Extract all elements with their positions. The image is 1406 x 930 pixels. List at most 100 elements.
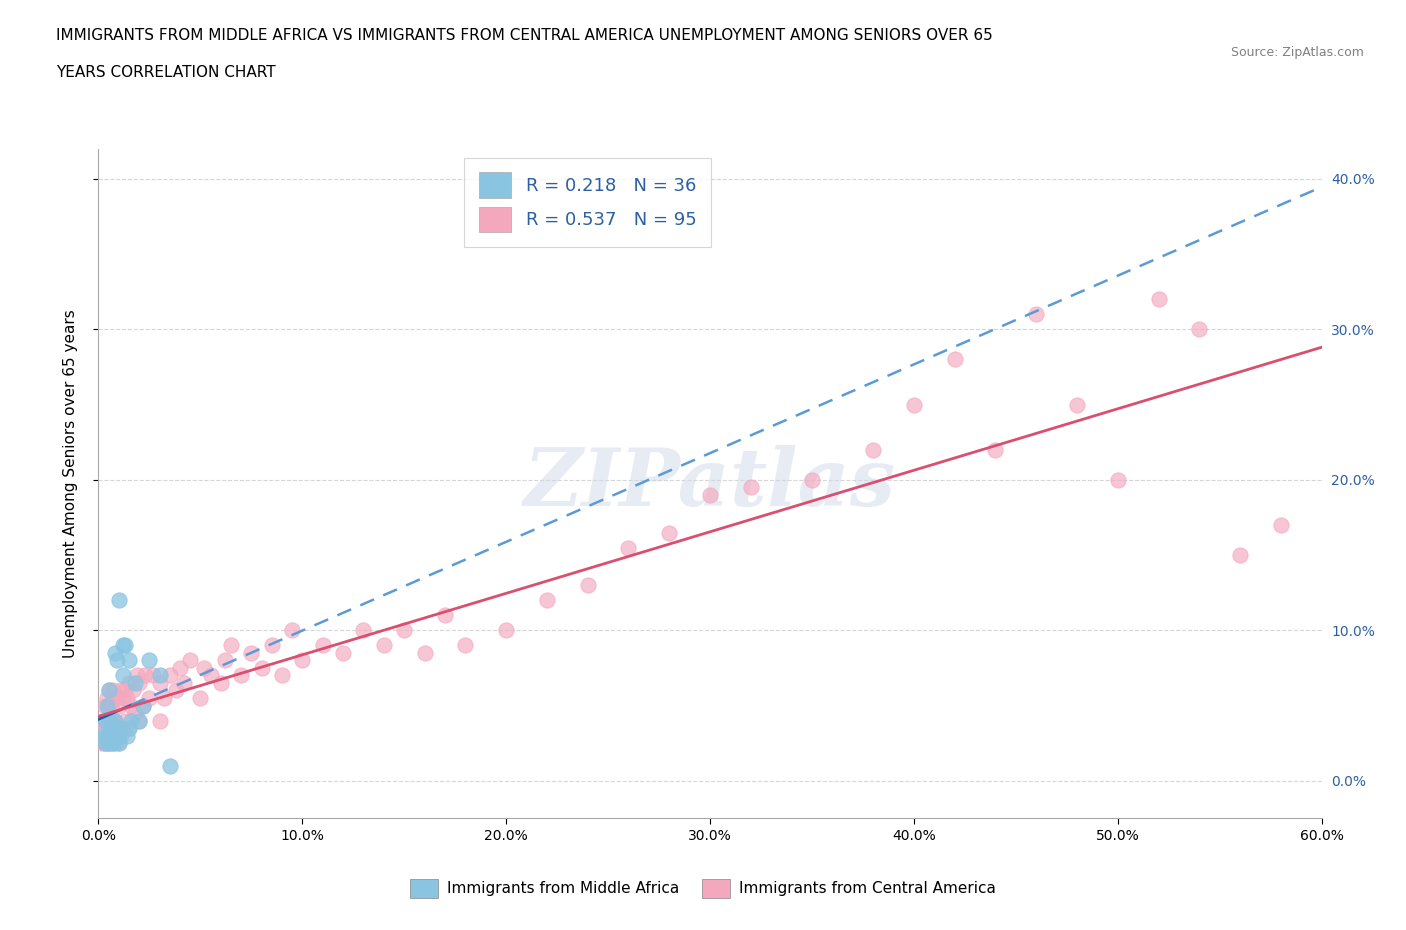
Point xyxy=(312,638,335,653)
Point xyxy=(138,691,160,706)
Point xyxy=(96,698,118,713)
Point xyxy=(149,713,172,728)
Point xyxy=(128,675,150,690)
Point xyxy=(114,713,136,728)
Point xyxy=(97,713,120,728)
Text: IMMIGRANTS FROM MIDDLE AFRICA VS IMMIGRANTS FROM CENTRAL AMERICA UNEMPLOYMENT AM: IMMIGRANTS FROM MIDDLE AFRICA VS IMMIGRA… xyxy=(56,28,993,43)
Point xyxy=(260,638,283,653)
Point xyxy=(108,721,131,736)
Point xyxy=(114,683,136,698)
Point xyxy=(903,397,925,412)
Point xyxy=(118,653,141,668)
Point xyxy=(108,728,131,743)
Point xyxy=(108,698,131,713)
Legend: Immigrants from Middle Africa, Immigrants from Central America: Immigrants from Middle Africa, Immigrant… xyxy=(404,873,1002,904)
Point xyxy=(536,592,558,607)
Point xyxy=(209,675,232,690)
Point xyxy=(97,728,120,743)
Point xyxy=(152,691,174,706)
Point xyxy=(110,683,132,698)
Point xyxy=(101,736,124,751)
Point xyxy=(270,668,294,683)
Point xyxy=(658,525,681,540)
Point xyxy=(159,668,181,683)
Point xyxy=(173,675,195,690)
Point xyxy=(111,668,134,683)
Point xyxy=(142,668,165,683)
Point xyxy=(214,653,236,668)
Point xyxy=(179,653,201,668)
Point xyxy=(138,653,160,668)
Point xyxy=(97,728,120,743)
Point xyxy=(281,623,304,638)
Point xyxy=(100,698,122,713)
Point xyxy=(97,713,120,728)
Point xyxy=(984,443,1007,458)
Point xyxy=(96,691,118,706)
Point xyxy=(108,592,131,607)
Point xyxy=(240,645,263,660)
Point xyxy=(434,608,457,623)
Point xyxy=(91,713,114,728)
Point xyxy=(132,698,155,713)
Point xyxy=(101,728,124,743)
Point xyxy=(91,736,114,751)
Point xyxy=(120,698,142,713)
Point xyxy=(124,675,146,690)
Point xyxy=(104,713,127,728)
Point xyxy=(699,487,721,502)
Point xyxy=(114,638,136,653)
Point xyxy=(118,721,141,736)
Point xyxy=(104,736,127,751)
Point xyxy=(96,728,118,743)
Point xyxy=(291,653,314,668)
Point xyxy=(122,683,145,698)
Point xyxy=(97,698,120,713)
Point xyxy=(111,721,134,736)
Point xyxy=(100,721,122,736)
Point xyxy=(93,713,115,728)
Text: YEARS CORRELATION CHART: YEARS CORRELATION CHART xyxy=(56,65,276,80)
Point xyxy=(127,668,149,683)
Point xyxy=(219,638,242,653)
Text: Source: ZipAtlas.com: Source: ZipAtlas.com xyxy=(1230,46,1364,59)
Point xyxy=(104,728,127,743)
Point xyxy=(111,691,134,706)
Point xyxy=(200,668,222,683)
Point xyxy=(617,540,640,555)
Point xyxy=(100,736,122,751)
Point xyxy=(101,713,124,728)
Point xyxy=(149,668,172,683)
Point xyxy=(100,721,122,736)
Legend: R = 0.218   N = 36, R = 0.537   N = 95: R = 0.218 N = 36, R = 0.537 N = 95 xyxy=(464,158,711,246)
Point xyxy=(115,728,138,743)
Point xyxy=(169,660,191,675)
Point xyxy=(93,698,115,713)
Point xyxy=(1107,472,1129,487)
Point xyxy=(495,623,517,638)
Point xyxy=(1147,292,1170,307)
Point xyxy=(96,736,118,751)
Text: ZIPatlas: ZIPatlas xyxy=(524,445,896,523)
Point xyxy=(118,675,141,690)
Point xyxy=(392,623,416,638)
Point xyxy=(231,668,253,683)
Point xyxy=(96,728,118,743)
Point xyxy=(128,713,150,728)
Point xyxy=(128,713,150,728)
Point xyxy=(96,713,118,728)
Point xyxy=(124,706,146,721)
Point xyxy=(250,660,273,675)
Point xyxy=(801,472,824,487)
Point xyxy=(110,728,132,743)
Point xyxy=(91,728,114,743)
Point xyxy=(100,728,122,743)
Y-axis label: Unemployment Among Seniors over 65 years: Unemployment Among Seniors over 65 years xyxy=(63,310,77,658)
Point xyxy=(134,668,156,683)
Point xyxy=(576,578,599,592)
Point xyxy=(115,691,138,706)
Point xyxy=(862,443,884,458)
Point xyxy=(105,728,128,743)
Point xyxy=(93,721,115,736)
Point xyxy=(108,736,131,751)
